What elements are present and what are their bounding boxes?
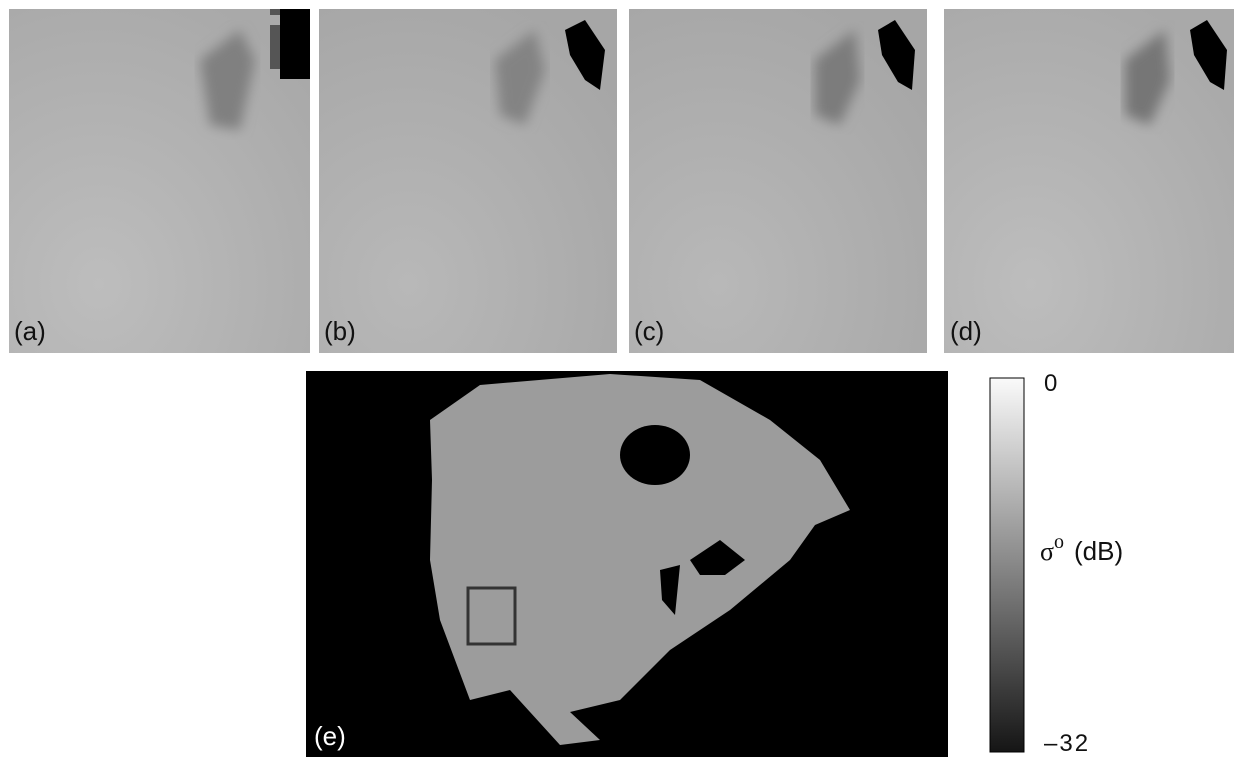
panel-label: (d) — [950, 316, 982, 346]
panel-label: (e) — [314, 721, 346, 751]
colorbar-tick-label: 0 — [1044, 370, 1059, 397]
superscript: o — [1054, 531, 1064, 553]
colorbar-tick-label: –32 — [1044, 730, 1090, 757]
panel-e — [306, 371, 948, 757]
panel-label: (a) — [14, 316, 46, 346]
figure: (a) (b) (c) (d) (e) 0 –32 σo (dB) — [0, 0, 1234, 757]
panel-c — [629, 9, 927, 353]
colorbar — [990, 378, 1024, 752]
colorbar-label: σo (dB) — [1040, 531, 1123, 566]
panel-a — [9, 9, 310, 353]
panel-label: (c) — [634, 316, 664, 346]
panel-label: (b) — [324, 316, 356, 346]
panel-b — [319, 9, 617, 353]
symbol: σ — [1040, 537, 1054, 566]
panel-d — [944, 9, 1234, 353]
unit: (dB) — [1074, 536, 1123, 566]
